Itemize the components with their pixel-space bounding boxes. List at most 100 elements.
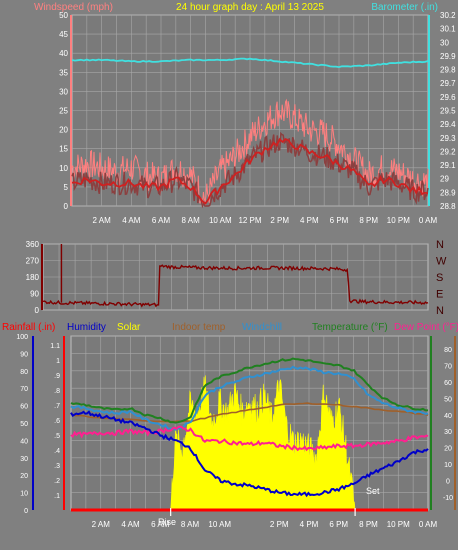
rainfall-tick-label: 1.1 bbox=[50, 343, 60, 350]
temperature-tick-label: -10 bbox=[443, 495, 453, 502]
barometer-tick-label: 29.9 bbox=[440, 52, 456, 61]
windchill-series bbox=[70, 365, 429, 431]
direction-tick-label: 360 bbox=[26, 240, 40, 249]
rainfall-tick-label: .3 bbox=[54, 463, 60, 470]
humidity-tick-label: 100 bbox=[16, 334, 28, 341]
temperature-tick-label: 70 bbox=[444, 364, 452, 371]
windspeed-axis-title: Windspeed (mph) bbox=[34, 2, 113, 13]
compass-label: S bbox=[436, 272, 443, 284]
time-tick-label: 8 AM bbox=[181, 520, 200, 529]
barometer-axis-title: Barometer (.in) bbox=[371, 2, 438, 13]
humidity-tick-label: 10 bbox=[20, 491, 28, 498]
sunset-label: Set bbox=[366, 486, 380, 496]
humidity-tick-label: 40 bbox=[20, 438, 28, 445]
temperature-tick-label: 80 bbox=[444, 347, 452, 354]
direction-tick-label: 0 bbox=[35, 306, 40, 315]
windspeed-tick-label: 10 bbox=[59, 164, 68, 173]
humidity-tick-label: 30 bbox=[20, 456, 28, 463]
direction-tick-label: 180 bbox=[26, 273, 40, 282]
legend: Rainfall (.in) Humidity Solar Indoor tem… bbox=[2, 322, 458, 333]
wind-gust-series bbox=[71, 98, 429, 207]
time-tick-label: 4 PM bbox=[300, 520, 319, 529]
compass-label: N bbox=[436, 305, 444, 317]
temperature-series bbox=[70, 357, 429, 424]
legend-solar: Solar bbox=[117, 322, 141, 333]
temperature-tick-label: 20 bbox=[444, 446, 452, 453]
humidity-tick-label: 70 bbox=[20, 386, 28, 393]
temperature-tick-label: 30 bbox=[444, 429, 452, 436]
humidity-tick-label: 0 bbox=[24, 508, 28, 515]
temperature-humidity-panel: 0102030405060708090100.1.2.3.4.5.6.7.8.9… bbox=[16, 334, 456, 529]
barometer-tick-label: 30.1 bbox=[440, 25, 456, 34]
temperature-tick-label: 60 bbox=[444, 380, 452, 387]
temperature-tick-label: 40 bbox=[444, 413, 452, 420]
time-tick-label: 8 AM bbox=[182, 216, 201, 225]
wind-direction-series bbox=[42, 264, 429, 308]
windspeed-tick-label: 0 bbox=[64, 202, 69, 211]
barometer-tick-label: 28.8 bbox=[440, 202, 456, 211]
humidity-tick-label: 20 bbox=[20, 473, 28, 480]
humidity-series bbox=[70, 410, 429, 498]
time-tick-label: 4 AM bbox=[122, 216, 141, 225]
direction-tick-label: 270 bbox=[26, 257, 40, 266]
barometer-tick-label: 29.6 bbox=[440, 93, 456, 102]
time-tick-label: 8 PM bbox=[359, 520, 378, 529]
humidity-tick-label: 80 bbox=[20, 369, 28, 376]
time-tick-label: 6 AM bbox=[152, 216, 171, 225]
time-tick-label: 4 AM bbox=[121, 520, 140, 529]
barometer-tick-label: 29.5 bbox=[440, 107, 456, 116]
rainfall-tick-label: .2 bbox=[54, 478, 60, 485]
time-tick-label: 2 PM bbox=[270, 520, 289, 529]
barometer-tick-label: 29.2 bbox=[440, 147, 456, 156]
time-tick-label: 6 PM bbox=[330, 216, 349, 225]
windspeed-tick-label: 15 bbox=[59, 145, 68, 154]
direction-tick-label: 90 bbox=[30, 290, 39, 299]
time-tick-label: 0 AM bbox=[419, 520, 438, 529]
humidity-tick-label: 90 bbox=[20, 351, 28, 358]
wind-average-series bbox=[71, 137, 429, 205]
legend-humidity: Humidity bbox=[67, 322, 106, 333]
rainfall-tick-label: .1 bbox=[54, 493, 60, 500]
time-tick-label: 12 PM bbox=[238, 216, 261, 225]
time-tick-label: 10 AM bbox=[208, 520, 231, 529]
time-tick-label: 0 AM bbox=[419, 216, 438, 225]
wind-raw-series bbox=[71, 131, 429, 209]
temperature-tick-label: 0 bbox=[446, 478, 450, 485]
windspeed-tick-label: 5 bbox=[64, 183, 69, 192]
chart-title: 24 hour graph day : April 13 2025 bbox=[176, 2, 324, 13]
temperature-tick-label: 50 bbox=[444, 396, 452, 403]
windspeed-tick-label: 35 bbox=[59, 68, 68, 77]
time-tick-label: 10 PM bbox=[387, 520, 410, 529]
barometer-tick-label: 29 bbox=[440, 175, 449, 184]
legend-dewpoint: Dew Point (°F) bbox=[394, 322, 458, 333]
time-tick-label: 10 PM bbox=[387, 216, 410, 225]
rainfall-tick-label: .4 bbox=[54, 448, 60, 455]
time-tick-label: 10 AM bbox=[209, 216, 232, 225]
time-tick-label: 2 PM bbox=[270, 216, 289, 225]
compass-label: N bbox=[436, 239, 444, 251]
windspeed-tick-label: 40 bbox=[59, 49, 68, 58]
barometer-tick-label: 29.7 bbox=[440, 79, 456, 88]
rainfall-tick-label: .8 bbox=[54, 388, 60, 395]
rainfall-tick-label: .5 bbox=[54, 433, 60, 440]
windspeed-tick-label: 50 bbox=[59, 11, 68, 20]
barometer-tick-label: 29.8 bbox=[440, 66, 456, 75]
indoor-temp-series bbox=[70, 402, 429, 423]
barometer-tick-label: 28.9 bbox=[440, 188, 456, 197]
barometer-tick-label: 29.4 bbox=[440, 120, 456, 129]
windspeed-tick-label: 25 bbox=[59, 107, 68, 116]
rainfall-tick-label: 1 bbox=[56, 358, 60, 365]
legend-temperature: Temperature (°F) bbox=[312, 322, 388, 333]
wind-barometer-panel: 0 5 10 15 20 25 30 35 40 45 50 28.8 28.9 29 29.1 29.2 29… bbox=[59, 11, 456, 225]
windspeed-tick-label: 30 bbox=[59, 87, 68, 96]
time-tick-label: 6 AM bbox=[151, 520, 170, 529]
time-tick-label: 6 PM bbox=[329, 520, 348, 529]
time-tick-label: 4 PM bbox=[300, 216, 319, 225]
humidity-tick-label: 50 bbox=[20, 421, 28, 428]
temperature-tick-label: 10 bbox=[444, 462, 452, 469]
dewpoint-series bbox=[70, 425, 429, 452]
legend-windchill: Windchill bbox=[242, 322, 282, 333]
compass-label: E bbox=[436, 289, 443, 301]
